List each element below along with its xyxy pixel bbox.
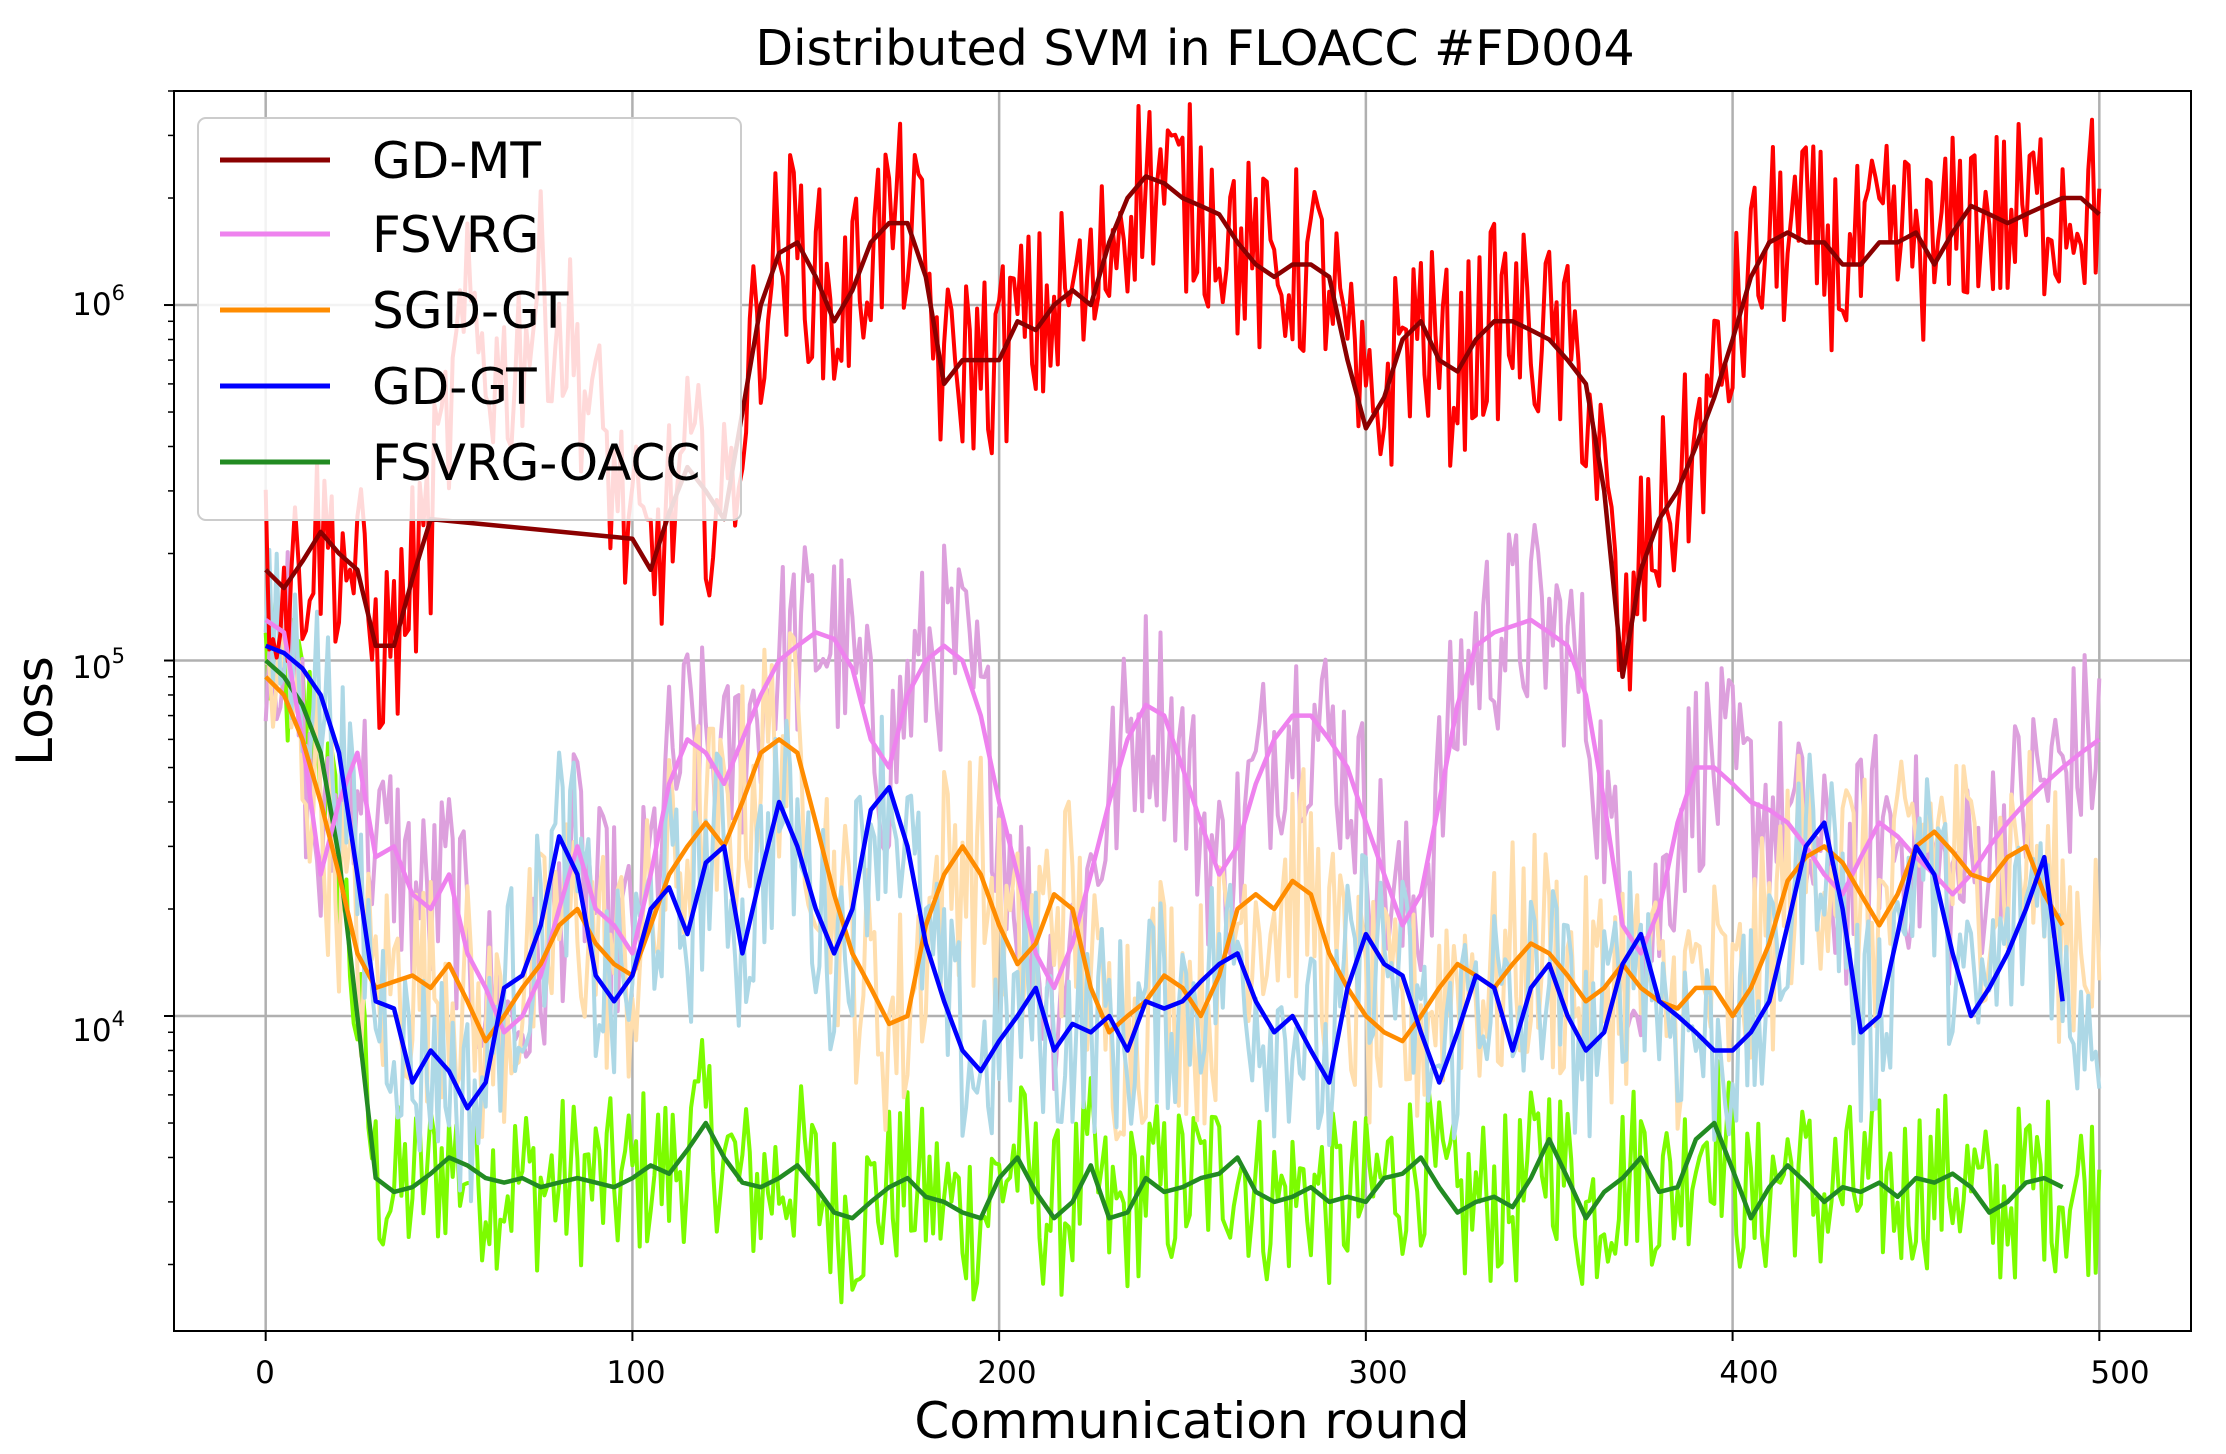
x-tick-label: 100 <box>606 1355 665 1391</box>
y-tick-base: 10 <box>72 1013 111 1049</box>
series-line-sgd-gt <box>264 675 2065 1044</box>
y-axis-label: Loss <box>6 656 64 766</box>
legend-label-sgd-gt: SGD-GT <box>372 282 569 340</box>
plot-frame <box>173 90 2192 1332</box>
x-tick-label: 400 <box>1719 1355 1778 1391</box>
y-tick-base: 10 <box>72 287 111 323</box>
x-tick-label: 300 <box>1348 1355 1407 1391</box>
series-line-fsvrg <box>264 617 2101 1035</box>
y-tick-exponent: 5 <box>112 644 125 668</box>
legend: GD-MT FSVRG SGD-GT GD-GT FSVRG-OACC <box>197 117 742 521</box>
legend-label-gd-gt: GD-GT <box>372 358 537 416</box>
x-tick-label: 500 <box>2090 1355 2149 1391</box>
series-line-gd-gt <box>264 643 2065 1111</box>
legend-label-fsvrg: FSVRG <box>372 206 539 264</box>
raw-curve-fsvrg-oacc <box>263 580 2102 1305</box>
chart-title: Distributed SVM in FLOACC #FD004 <box>755 20 1634 77</box>
legend-label-fsvrg-oacc: FSVRG-OACC <box>372 434 700 492</box>
axis-ticks <box>164 90 2101 1341</box>
x-tick-label: 200 <box>977 1355 1036 1391</box>
legend-box <box>197 117 742 521</box>
y-tick-exponent: 6 <box>112 281 125 305</box>
y-tick-labels: 104 105 106 <box>72 281 125 1049</box>
y-tick-label: 104 <box>72 1007 125 1049</box>
y-tick-label: 105 <box>72 644 125 686</box>
y-tick-label: 106 <box>72 281 125 323</box>
raw-curve-fsvrg <box>263 523 2102 1091</box>
x-axis-label: Communication round <box>914 1392 1469 1450</box>
y-tick-base: 10 <box>72 650 111 686</box>
x-tick-label: 0 <box>255 1355 275 1391</box>
x-tick-labels: 0 100 200 300 400 500 <box>255 1355 2149 1391</box>
y-tick-exponent: 4 <box>112 1007 125 1031</box>
series-line-fsvrg-oacc <box>264 658 2064 1221</box>
legend-label-gd-mt: GD-MT <box>372 132 541 190</box>
